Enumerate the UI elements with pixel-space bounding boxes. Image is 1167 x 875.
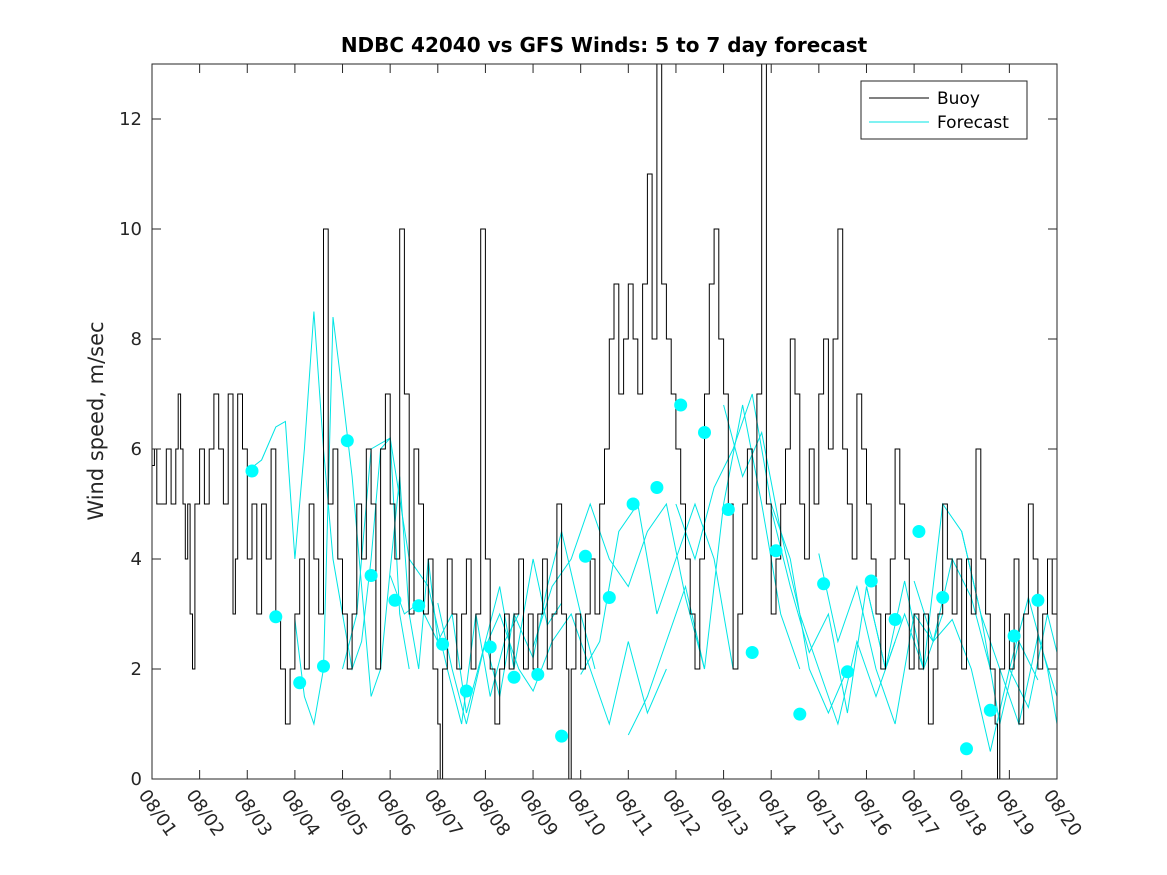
forecast-marker-21 [721, 503, 735, 516]
forecast-marker-26 [840, 665, 854, 679]
axes-frame [151, 63, 1058, 780]
y-tick-label-0: 0 [131, 769, 142, 790]
forecast-marker-1 [245, 464, 259, 478]
forecast-marker-18 [650, 481, 664, 494]
forecast-marker-7 [388, 593, 402, 607]
forecast-marker-12 [507, 670, 521, 684]
forecast-marker-3 [293, 676, 307, 690]
y-axis-label: Wind speed, m/sec [84, 321, 108, 520]
legend-label-buoy: Buoy [937, 89, 980, 109]
forecast-marker-8 [412, 599, 426, 613]
y-tick-label-8: 8 [131, 329, 142, 350]
legend: Buoy Forecast [860, 80, 1028, 140]
forecast-line-3 [342, 437, 520, 725]
forecast-marker-4 [317, 659, 330, 673]
forecast-line-6 [484, 612, 667, 726]
legend-box [860, 80, 1028, 140]
forecast-line-14 [866, 502, 1039, 725]
forecast-marker-15 [578, 549, 592, 563]
forecast-marker-10 [459, 684, 473, 698]
forecast-marker-14 [555, 729, 569, 743]
forecast-line-8 [580, 502, 734, 675]
forecast-marker-28 [888, 613, 902, 626]
forecast-marker-23 [769, 544, 783, 558]
forecast-marker-24 [793, 707, 807, 721]
plot-background [152, 64, 1057, 779]
forecast-marker-20 [698, 426, 711, 439]
forecast-line-1 [246, 311, 410, 671]
forecast-marker-31 [960, 742, 973, 756]
forecast-marker-30 [936, 591, 950, 604]
forecast-marker-11 [483, 640, 497, 654]
forecast-marker-17 [626, 497, 640, 511]
forecast-marker-5 [340, 434, 354, 448]
forecast-marker-29 [912, 525, 926, 538]
data-layer [152, 64, 1057, 779]
forecast-marker-19 [674, 398, 688, 412]
forecast-marker-6 [364, 569, 378, 582]
forecast-marker-13 [531, 668, 545, 681]
y-tick-label-12: 12 [119, 109, 142, 130]
forecast-marker-16 [602, 591, 616, 604]
forecast-marker-27 [864, 574, 878, 588]
forecast-marker-33 [1007, 629, 1021, 643]
y-tick-label-10: 10 [119, 219, 142, 240]
forecast-marker-25 [817, 577, 831, 591]
y-tick-label-4: 4 [131, 549, 142, 570]
buoy-line [152, 64, 1057, 779]
y-tick-label-6: 6 [131, 439, 142, 460]
forecast-marker-34 [1031, 593, 1045, 607]
forecast-line-2 [294, 316, 439, 726]
y-tick-label-2: 2 [131, 659, 142, 680]
legend-label-forecast: Forecast [937, 113, 1009, 133]
forecast-marker-22 [745, 646, 759, 659]
chart-title: NDBC 42040 vs GFS Winds: 5 to 7 day fore… [341, 33, 868, 57]
forecast-marker-32 [983, 703, 997, 717]
forecast-marker-9 [436, 637, 450, 651]
forecast-marker-2 [269, 610, 283, 624]
